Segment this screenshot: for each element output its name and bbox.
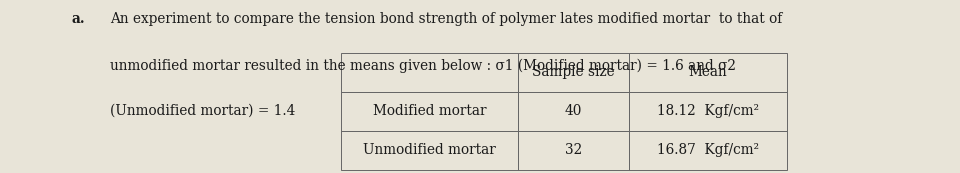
Text: (Unmodified mortar) = 1.4: (Unmodified mortar) = 1.4 (110, 104, 296, 118)
Text: Mean: Mean (688, 65, 728, 79)
Bar (518, 53, 629, 92)
Bar (629, 131, 787, 170)
Text: 32: 32 (565, 143, 582, 157)
Text: 18.12  Kgf/cm²: 18.12 Kgf/cm² (657, 104, 759, 118)
Text: Unmodified mortar: Unmodified mortar (363, 143, 496, 157)
Bar (341, 53, 518, 92)
Bar (629, 92, 787, 131)
Text: unmodified mortar resulted in the means given below : σ1 (Modified mortar) = 1.6: unmodified mortar resulted in the means … (110, 59, 736, 73)
Bar (518, 92, 629, 131)
Bar (341, 131, 518, 170)
Text: 16.87  Kgf/cm²: 16.87 Kgf/cm² (657, 143, 759, 157)
Text: 40: 40 (564, 104, 583, 118)
Text: An experiment to compare the tension bond strength of polymer lates modified mor: An experiment to compare the tension bon… (110, 12, 782, 26)
Text: a.: a. (72, 12, 85, 26)
Bar (341, 92, 518, 131)
Text: Modified mortar: Modified mortar (372, 104, 487, 118)
Bar (518, 131, 629, 170)
Text: Sample size: Sample size (532, 65, 615, 79)
Bar (629, 53, 787, 92)
